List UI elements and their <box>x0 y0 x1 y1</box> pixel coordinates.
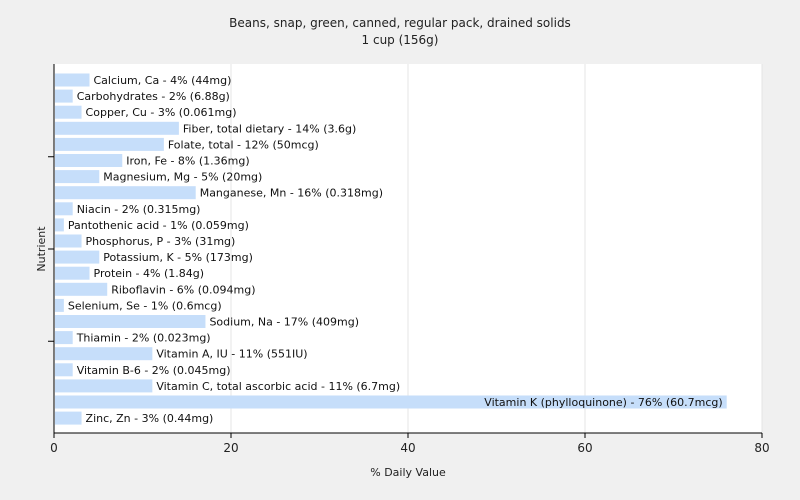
bar <box>55 282 108 296</box>
bar <box>55 121 179 135</box>
bar-label: Selenium, Se - 1% (0.6mcg) <box>68 299 222 312</box>
bar <box>55 137 164 151</box>
bar <box>55 170 100 184</box>
x-tick-label: 0 <box>50 441 58 455</box>
bar-label: Protein - 4% (1.84g) <box>94 267 205 280</box>
bar <box>55 218 64 232</box>
bar <box>55 331 73 345</box>
x-axis-label: % Daily Value <box>370 466 446 479</box>
bar-label: Pantothenic acid - 1% (0.059mg) <box>68 219 249 232</box>
x-tick-label: 80 <box>754 441 769 455</box>
bar <box>55 250 100 264</box>
chart-subtitle: 1 cup (156g) <box>362 33 439 47</box>
bar <box>55 186 196 200</box>
bar <box>55 379 153 393</box>
y-axis-ticks <box>48 156 54 342</box>
bar <box>55 154 123 167</box>
bar-label: Magnesium, Mg - 5% (20mg) <box>103 171 262 184</box>
bar-label: Vitamin A, IU - 11% (551IU) <box>156 348 307 361</box>
x-tick-label: 20 <box>223 441 238 455</box>
bar-label: Iron, Fe - 8% (1.36mg) <box>126 155 249 168</box>
x-axis-ticks: 0 20 40 60 80 <box>50 433 770 455</box>
bar <box>55 363 73 377</box>
bar <box>55 395 727 409</box>
bar-label: Folate, total - 12% (50mcg) <box>168 138 319 151</box>
bar-label: Vitamin K (phylloquinone) - 76% (60.7mcg… <box>484 396 722 409</box>
chart-title: Beans, snap, green, canned, regular pack… <box>229 16 571 30</box>
bar-label: Manganese, Mn - 16% (0.318mg) <box>200 187 383 200</box>
bar-label: Niacin - 2% (0.315mg) <box>77 203 201 216</box>
bar-label: Potassium, K - 5% (173mg) <box>103 251 253 264</box>
bar <box>55 298 64 312</box>
x-tick-label: 60 <box>577 441 592 455</box>
bar-label: Carbohydrates - 2% (6.88g) <box>77 90 230 103</box>
bar <box>55 315 206 328</box>
x-tick-label: 40 <box>400 441 415 455</box>
bar-label: Fiber, total dietary - 14% (3.6g) <box>183 122 356 135</box>
bar-label: Vitamin C, total ascorbic acid - 11% (6.… <box>156 380 400 393</box>
bar <box>55 266 90 280</box>
bar-label: Copper, Cu - 3% (0.061mg) <box>86 106 237 119</box>
y-axis-label: Nutrient <box>35 226 48 272</box>
bars: Calcium, Ca - 4% (44mg) Carbohydrates - 2… <box>55 73 727 425</box>
bar-label: Vitamin B-6 - 2% (0.045mg) <box>77 364 231 377</box>
bar <box>55 411 82 425</box>
bar <box>55 202 73 216</box>
bar-label: Sodium, Na - 17% (409mg) <box>209 316 359 329</box>
bar-label: Phosphorus, P - 3% (31mg) <box>86 235 236 248</box>
bar <box>55 73 90 87</box>
bar-label: Zinc, Zn - 3% (0.44mg) <box>86 412 214 425</box>
bar-label: Riboflavin - 6% (0.094mg) <box>111 283 255 296</box>
bar-label: Calcium, Ca - 4% (44mg) <box>94 74 232 87</box>
bar-label: Thiamin - 2% (0.023mg) <box>76 332 211 345</box>
bar <box>55 89 73 103</box>
grid-lines <box>230 64 763 433</box>
bar <box>55 234 82 248</box>
bar <box>55 347 153 361</box>
bar <box>55 105 82 119</box>
